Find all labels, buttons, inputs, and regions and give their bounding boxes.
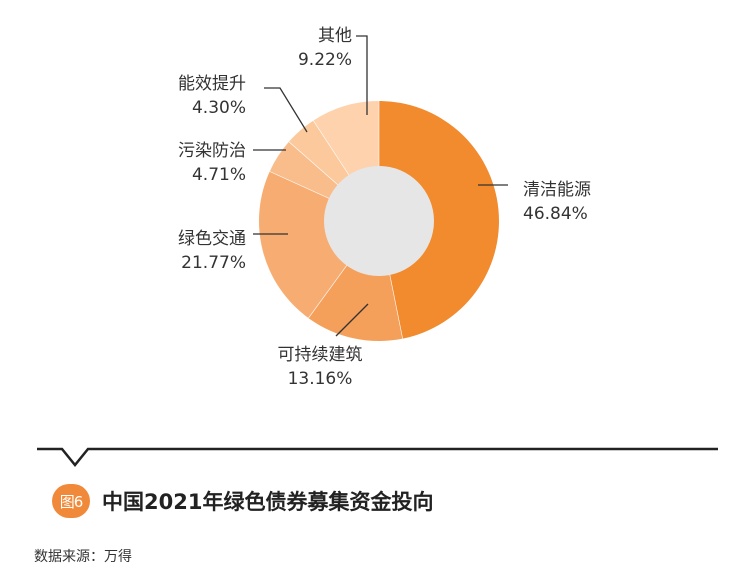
- slice-label-value-1: 13.16%: [288, 369, 353, 389]
- data-source: 数据来源：万得: [34, 549, 132, 565]
- donut-chart: 清洁能源 46.84% 可持续建筑 13.16% 绿色交通 21.77% 污染防治 4.71%…: [178, 26, 591, 389]
- donut-center: [324, 166, 434, 276]
- figure-title: 中国2021年绿色债券募集资金投向: [102, 490, 434, 514]
- figure-badge: 图6: [52, 484, 90, 518]
- figure-title-row: 图6 中国2021年绿色债券募集资金投向: [52, 484, 433, 518]
- leader-line-5: [356, 35, 368, 115]
- slice-label-value-0: 46.84%: [523, 204, 588, 224]
- leader-line-4: [264, 87, 308, 133]
- slice-label-value-2: 21.77%: [181, 253, 246, 273]
- section-divider: [0, 440, 735, 470]
- slice-label-value-5: 9.22%: [298, 50, 352, 70]
- slice-label-name-0: 清洁能源: [523, 180, 591, 200]
- slice-label-name-3: 污染防治: [178, 141, 246, 161]
- slice-label-name-4: 能效提升: [178, 74, 246, 94]
- leader-line-1: [335, 303, 369, 337]
- slice-label-value-3: 4.71%: [192, 165, 246, 185]
- donut-slice-0: [379, 101, 499, 339]
- slice-label-value-4: 4.30%: [192, 98, 246, 118]
- slice-label-name-2: 绿色交通: [178, 229, 246, 249]
- slice-labels: 清洁能源 46.84% 可持续建筑 13.16% 绿色交通 21.77% 污染防治 4.71%…: [178, 26, 591, 389]
- slice-label-name-1: 可持续建筑: [278, 345, 363, 365]
- slice-label-name-5: 其他: [318, 26, 352, 46]
- leader-lines: [253, 35, 508, 337]
